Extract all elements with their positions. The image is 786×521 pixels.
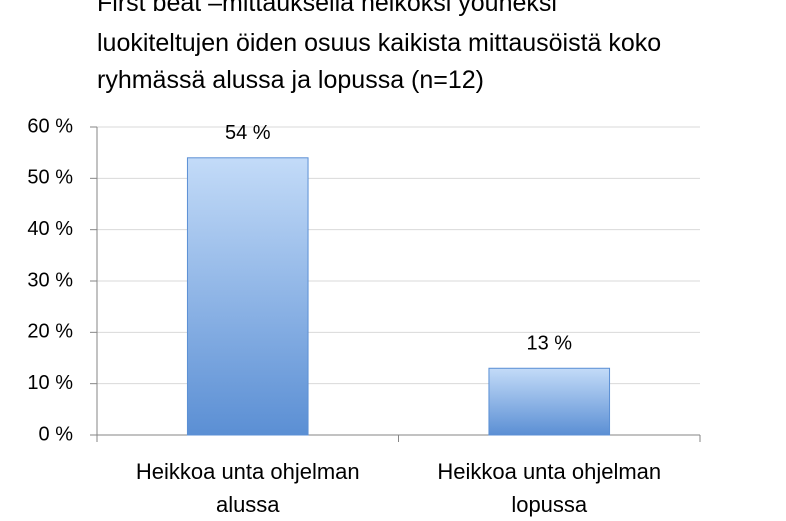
y-tick-label: 0 % [39, 423, 74, 445]
x-tick-label: Heikkoa unta ohjelman alussa [135, 459, 360, 517]
chart-title: ryhmässä alussa ja lopussa (n=12) [97, 66, 484, 94]
chart-title: luokiteltujen öiden osuus kaikista mitta… [97, 29, 662, 57]
bar [186, 157, 309, 436]
y-tick-label: 60 % [27, 115, 73, 137]
y-tick-label: 10 % [27, 372, 73, 394]
value-label: 54 % [225, 122, 271, 144]
value-label: 13 % [526, 333, 572, 355]
y-tick-label: 30 % [27, 269, 73, 291]
y-tick-label: 40 % [27, 218, 73, 240]
page: First beat –mittauksella heikoksi yöunek… [27, 0, 701, 517]
x-tick-label: Heikkoa unta ohjelman lopussa [437, 459, 662, 517]
chart: 0 % 10 % 20 % 30 % 40 % 50 % 60 % 54 % 13 % [27, 115, 701, 445]
y-tick-label: 50 % [27, 167, 73, 189]
y-tick-label: 20 % [27, 321, 73, 343]
chart-title: First beat –mittauksella heikoksi yöunek… [97, 0, 557, 17]
bar [488, 367, 611, 436]
